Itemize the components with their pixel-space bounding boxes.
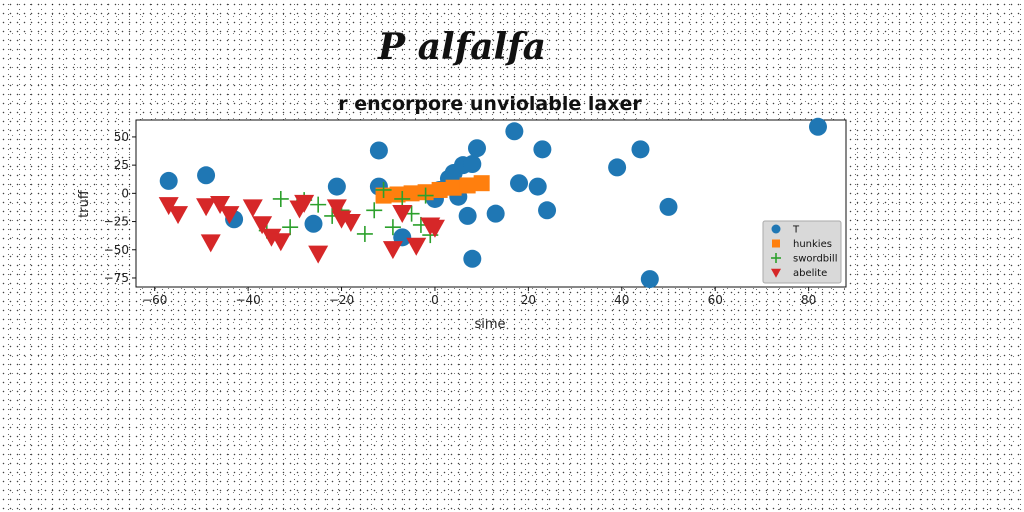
data-point [384, 219, 401, 236]
data-point [659, 197, 678, 216]
legend-label: abelite [793, 268, 827, 279]
data-point [640, 270, 659, 289]
chart-title: r encorpore unviolable laxer [338, 93, 642, 115]
data-point [486, 204, 505, 223]
data-point [424, 219, 445, 238]
series-hunkies [375, 175, 490, 204]
y-tick-label: 50 [114, 130, 129, 144]
data-marks [158, 117, 827, 289]
data-point [394, 190, 411, 207]
legend-label: T [792, 225, 800, 236]
data-point [403, 185, 420, 202]
data-point [219, 206, 240, 225]
data-point [304, 214, 323, 233]
legend-marker [771, 253, 781, 263]
data-point [463, 155, 482, 174]
data-point [340, 214, 361, 233]
data-point [505, 122, 524, 141]
y-tick-label: 0 [121, 186, 129, 200]
data-point [310, 196, 327, 213]
data-point [272, 190, 289, 207]
y-axis: −75 −50 −25 0 25 50 [104, 130, 136, 285]
data-point [210, 196, 231, 214]
data-point [168, 206, 189, 225]
data-point [252, 216, 273, 235]
data-point [631, 140, 650, 159]
data-point [533, 140, 552, 159]
data-point [261, 228, 282, 247]
x-tick-label: 0 [431, 293, 439, 307]
data-point [467, 139, 486, 158]
data-point [510, 174, 529, 193]
data-point [197, 166, 216, 185]
data-point [463, 249, 482, 268]
data-point [200, 234, 221, 253]
legend-label: swordbill [793, 254, 837, 265]
data-point [196, 198, 217, 217]
data-point [538, 201, 557, 220]
x-tick-label: −60 [142, 293, 167, 307]
y-tick-label: −50 [104, 243, 129, 257]
data-point [294, 194, 315, 213]
legend-marker [771, 224, 781, 234]
x-tick-label: −20 [329, 293, 354, 307]
x-tick-label: 60 [708, 293, 723, 307]
x-tick-label: 80 [801, 293, 816, 307]
data-point [242, 199, 263, 218]
series-abelite [158, 194, 445, 264]
data-point [458, 206, 477, 225]
data-point [473, 175, 490, 192]
legend-label: hunkies [793, 239, 832, 250]
x-axis-label: sime [474, 317, 505, 332]
data-point [270, 233, 291, 252]
data-point [282, 219, 299, 236]
data-point [459, 177, 476, 194]
y-tick-label: 25 [114, 158, 129, 172]
legend-marker [772, 239, 780, 248]
data-point [327, 177, 346, 196]
legend-item: T [771, 224, 800, 236]
data-point [808, 117, 827, 136]
figure-title: P alfalfa [378, 26, 546, 68]
data-point [382, 241, 403, 260]
x-tick-label: −40 [235, 293, 260, 307]
legend-item: abelite [771, 268, 827, 279]
data-point [308, 245, 329, 264]
legend-item: hunkies [772, 239, 832, 250]
data-point [375, 181, 392, 198]
data-point [417, 187, 434, 204]
legend-box [762, 220, 842, 284]
x-axis: −60 −40 −20 0 20 40 60 80 [142, 287, 816, 307]
x-tick-label: 20 [521, 293, 536, 307]
data-point [389, 186, 406, 203]
y-axis-label: truff [77, 189, 92, 218]
data-point [445, 179, 462, 196]
data-point [326, 199, 347, 218]
legend-item: swordbill [771, 253, 837, 265]
y-tick-label: −75 [104, 271, 129, 285]
data-point [366, 202, 383, 219]
x-tick-label: 40 [614, 293, 629, 307]
data-point [159, 171, 178, 190]
data-point [528, 177, 547, 196]
data-point [431, 181, 448, 198]
y-tick-label: −25 [104, 215, 129, 229]
legend-marker [771, 268, 781, 278]
data-point [369, 141, 388, 160]
data-point [406, 237, 427, 256]
data-point [608, 158, 627, 177]
data-point [392, 205, 413, 224]
data-point [356, 225, 373, 242]
plot-area [135, 119, 847, 288]
data-point [158, 197, 179, 216]
